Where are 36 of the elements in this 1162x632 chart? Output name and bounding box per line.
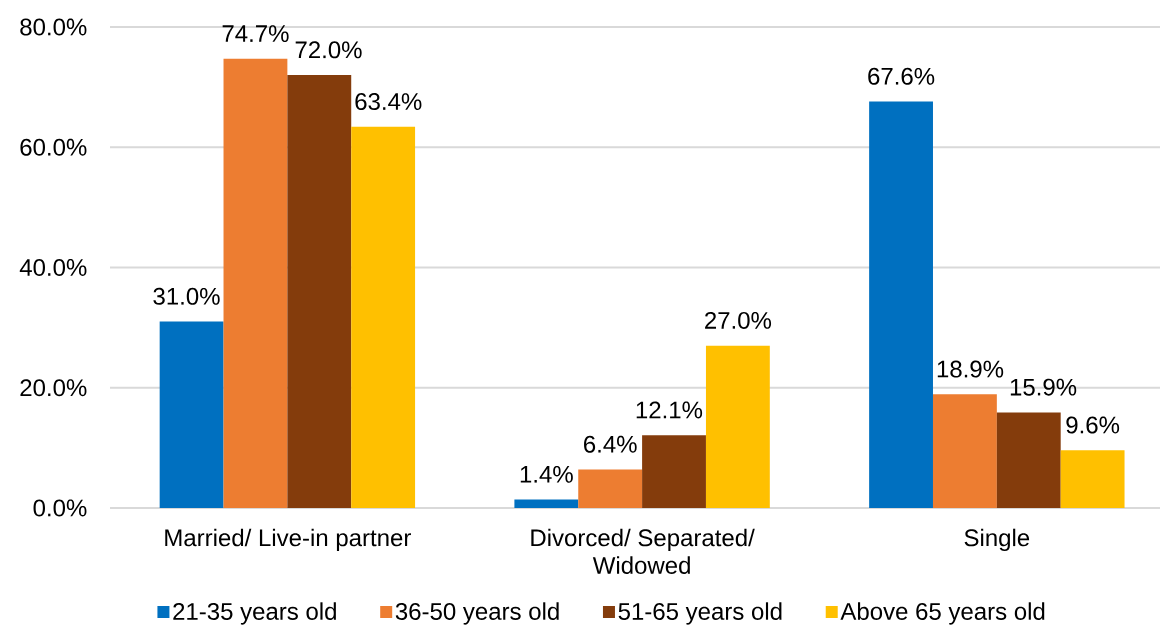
bar (932, 394, 997, 508)
data-label: 67.6% (868, 67, 935, 85)
bar (705, 345, 770, 508)
y-tick-label: 60.0% (20, 138, 87, 156)
y-tick-label: 0.0% (33, 499, 87, 517)
data-label: 27.0% (705, 311, 772, 329)
data-label: 9.6% (1066, 416, 1120, 434)
data-label: 74.7% (222, 25, 289, 43)
y-tick-label: 40.0% (19, 258, 87, 276)
bar (996, 412, 1061, 508)
bar (223, 58, 288, 508)
data-label: 72.0% (295, 41, 362, 59)
legend-label: 51-65 years old (618, 602, 782, 625)
bar (514, 499, 579, 508)
bar (642, 435, 706, 508)
bar (578, 469, 643, 508)
x-tick-label: Single (964, 528, 1030, 552)
data-label: 18.9% (937, 360, 1004, 378)
legend-label: 21-35 years old (173, 602, 336, 625)
data-label: 6.4% (584, 435, 637, 453)
y-tick-label: 80.0% (20, 18, 87, 36)
data-label: 31.0% (153, 287, 220, 305)
bar (869, 101, 933, 508)
data-label: 1.4% (520, 465, 573, 483)
legend-label: 36-50 years old (395, 602, 559, 625)
legend-label: Above 65 years old (840, 602, 1045, 625)
x-tick-label: Married/ Live-in partner (165, 528, 411, 552)
y-tick-label: 20.0% (20, 379, 87, 397)
bar (287, 75, 352, 508)
bar (1060, 450, 1125, 508)
data-label: 15.9% (1010, 378, 1077, 396)
bar (159, 321, 224, 508)
x-tick-label: Divorced/ Separated/ Widowed (531, 528, 755, 574)
data-label: 12.1% (636, 401, 703, 419)
bar (351, 126, 416, 508)
data-label: 63.4% (355, 93, 422, 111)
